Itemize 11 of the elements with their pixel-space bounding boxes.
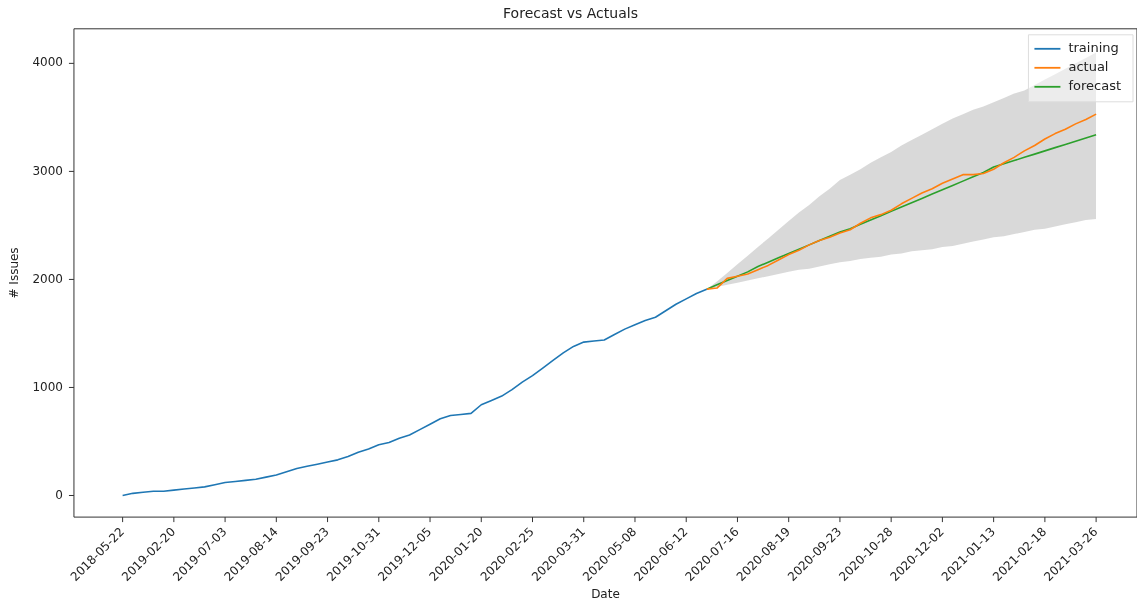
legend-label: actual — [1068, 59, 1109, 75]
legend-label: training — [1068, 40, 1119, 56]
y-tick-label: 1000 — [32, 379, 63, 394]
legend-label: forecast — [1068, 78, 1122, 94]
y-tick-label: 3000 — [32, 163, 63, 178]
y-tick-label: 2000 — [32, 271, 63, 286]
y-tick-label: 4000 — [32, 55, 63, 70]
y-axis-title: # Issues — [7, 247, 22, 299]
chart-title: Forecast vs Actuals — [503, 5, 638, 22]
y-tick-label: 0 — [55, 487, 63, 502]
x-axis-title: Date — [591, 586, 620, 601]
